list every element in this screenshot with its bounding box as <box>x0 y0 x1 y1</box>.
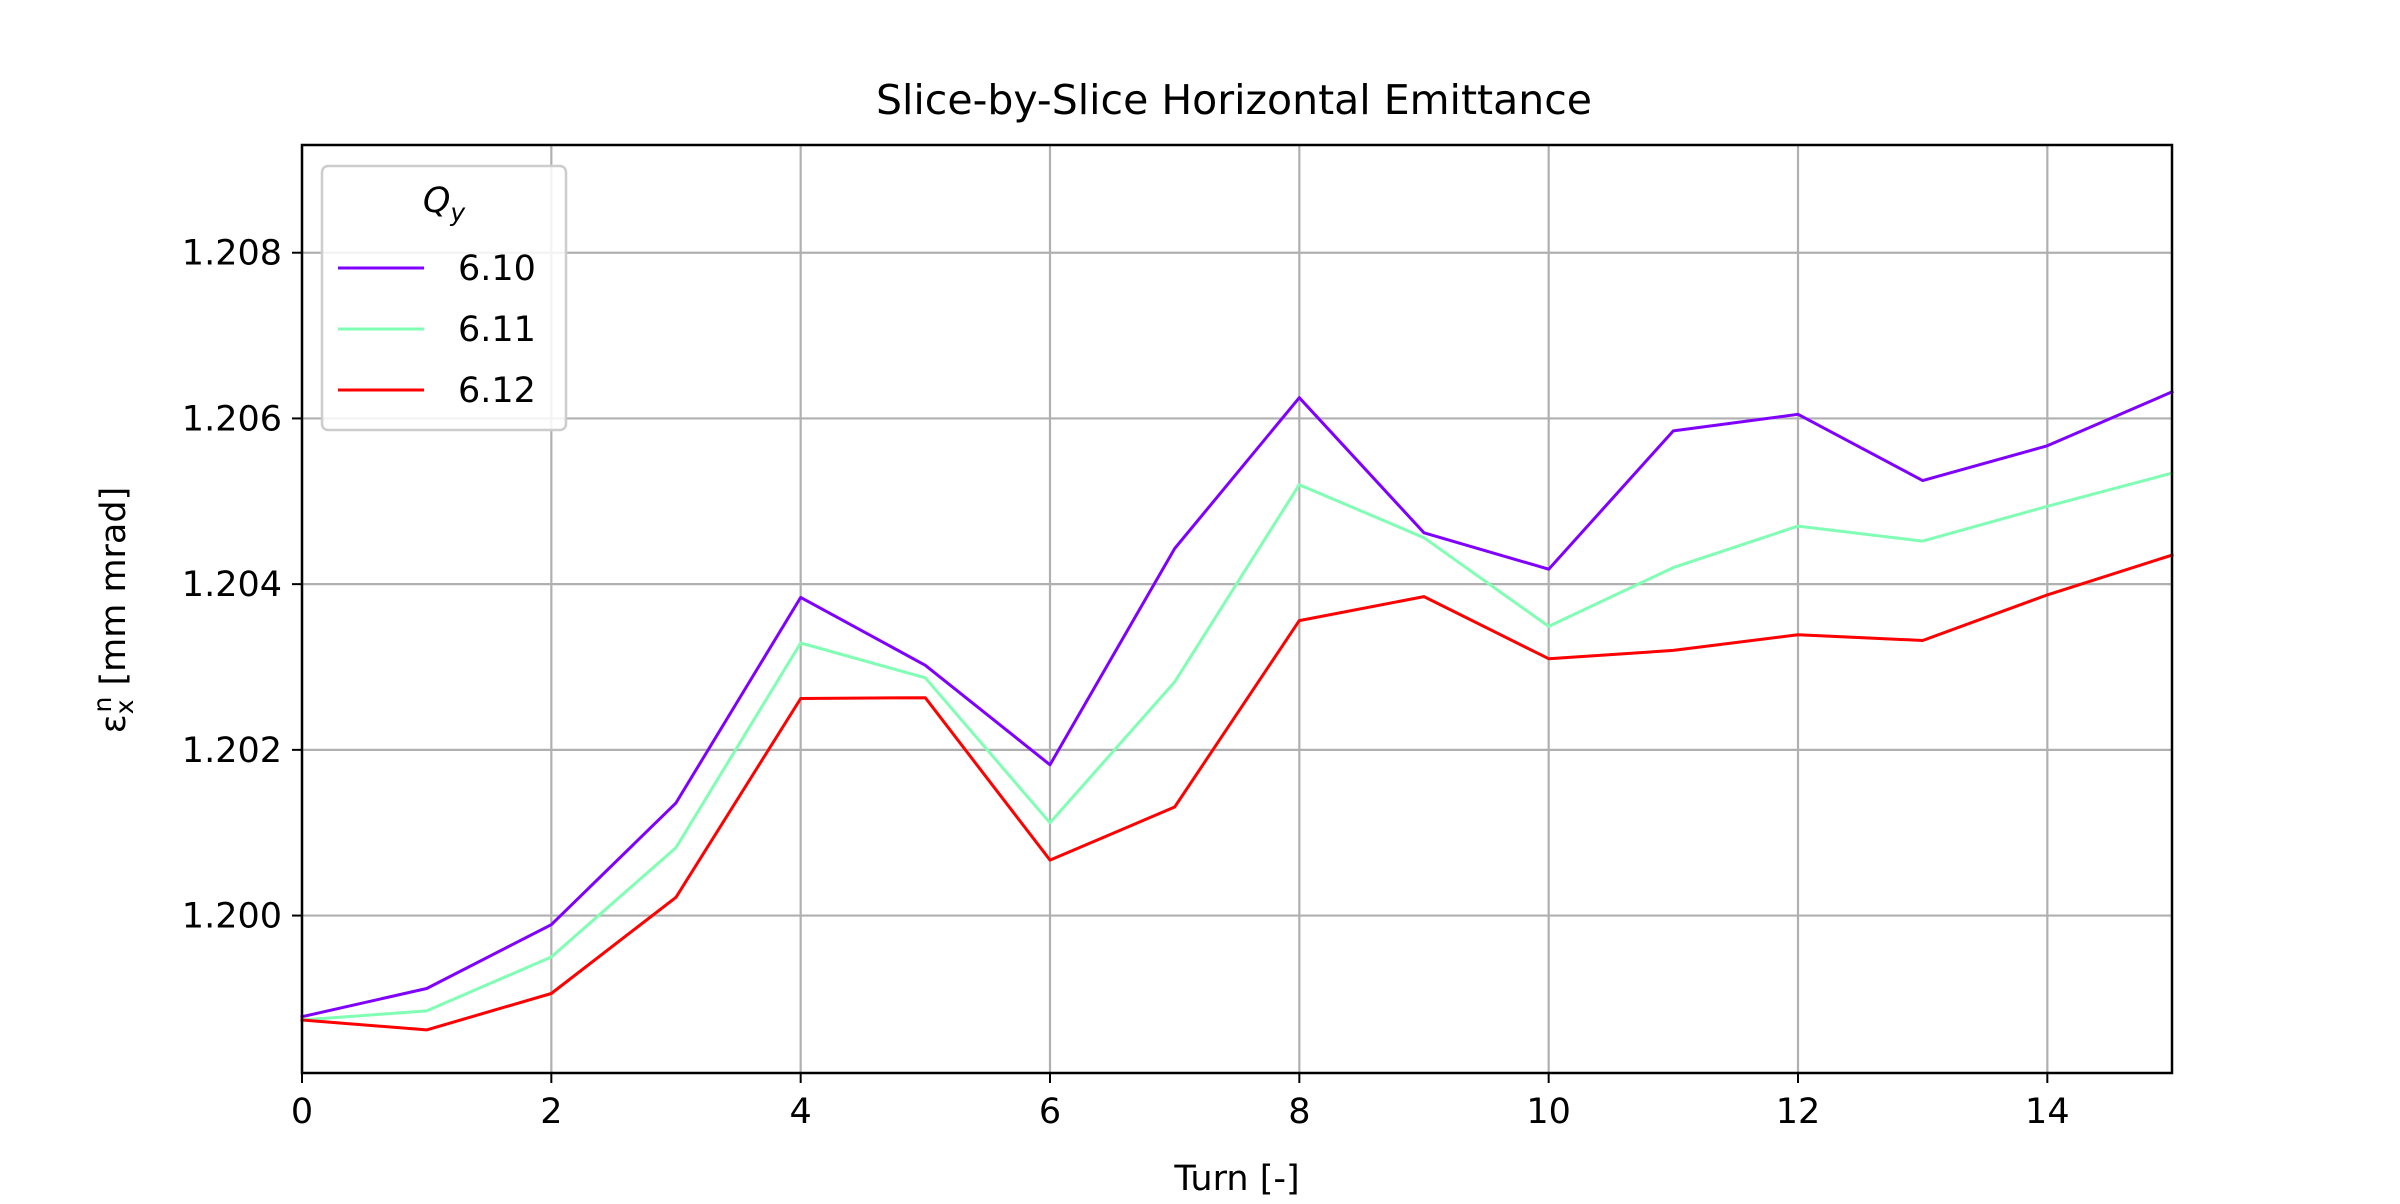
legend: Qy 6.10 6.11 6.12 <box>320 164 568 432</box>
x-tick-label: 2 <box>540 1092 562 1132</box>
x-tick-label: 6 <box>1039 1092 1061 1132</box>
y-axis-label-units: [mm mrad] <box>94 487 134 697</box>
y-tick-label: 1.206 <box>182 399 282 439</box>
x-tick-label: 12 <box>1776 1092 1821 1132</box>
y-tick-label: 1.204 <box>182 565 282 605</box>
legend-title-symbol: Q <box>423 181 451 221</box>
y-axis-label-subscript: x <box>110 700 139 715</box>
y-tick-label: 1.208 <box>182 234 282 274</box>
x-tick-label: 4 <box>790 1092 812 1132</box>
x-tick-label: 8 <box>1288 1092 1310 1132</box>
series-line-6-11 <box>300 471 2174 1022</box>
x-tick-label: 10 <box>1526 1092 1571 1132</box>
y-tick-label: 1.200 <box>182 897 282 937</box>
legend-title-subscript: y <box>449 198 466 227</box>
plot-area-frame <box>300 143 2174 1075</box>
y-axis-label-symbol: ε <box>94 714 134 733</box>
series-line-6-12 <box>300 553 2174 1032</box>
x-axis-label: Turn [-] <box>1173 1159 1299 1199</box>
y-tick-label: 1.202 <box>182 731 282 771</box>
legend-label-6-12: 6.12 <box>458 371 536 411</box>
series-line-6-10 <box>300 389 2174 1019</box>
legend-box <box>320 164 568 432</box>
y-axis-label-superscript: n <box>88 697 117 713</box>
legend-entries: 6.10 6.11 6.12 <box>338 249 536 411</box>
data-series <box>300 389 2174 1032</box>
x-tick-label: 0 <box>291 1092 313 1132</box>
legend-title: Qy <box>423 181 467 227</box>
legend-label-6-11: 6.11 <box>458 310 536 350</box>
legend-label-6-10: 6.10 <box>458 249 536 289</box>
y-axis-label: εxn [mm mrad] <box>88 487 139 733</box>
x-tick-label: 14 <box>2025 1092 2070 1132</box>
axis-ticks: 0 2 4 6 8 10 12 14 1.200 1.202 1.204 1.206 1.208 <box>182 234 2070 1132</box>
chart-title: Slice-by-Slice Horizontal Emittance <box>876 76 1592 124</box>
